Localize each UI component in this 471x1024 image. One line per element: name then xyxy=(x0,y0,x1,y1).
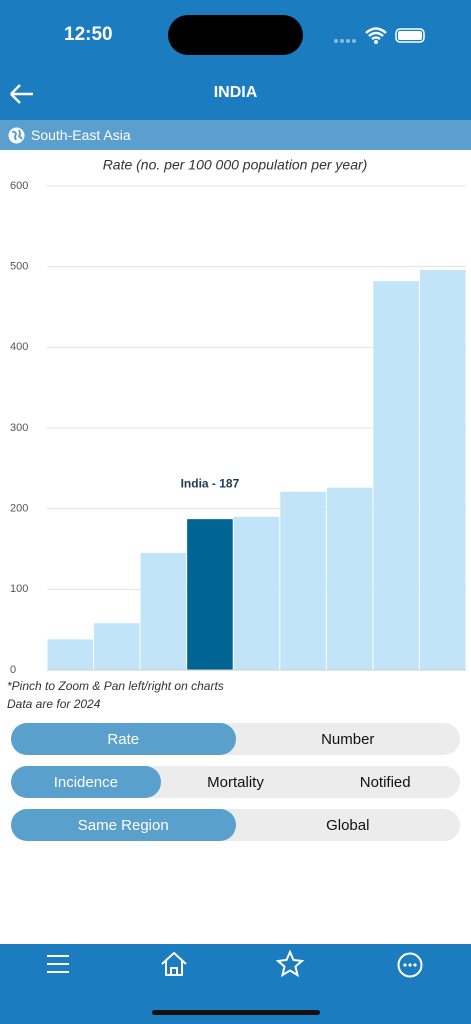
segment-option[interactable]: Mortality xyxy=(207,773,264,791)
more-icon[interactable] xyxy=(397,952,423,978)
y-tick-label: 300 xyxy=(10,422,28,434)
status-time: 12:50 xyxy=(64,24,113,45)
nav-icons xyxy=(47,949,423,978)
bar xyxy=(373,281,419,670)
bar xyxy=(280,491,326,670)
bar xyxy=(140,553,187,670)
bar xyxy=(326,487,373,670)
segment-option[interactable]: Incidence xyxy=(11,766,161,798)
segment-option[interactable]: Rate xyxy=(11,723,236,755)
dynamic-island xyxy=(168,15,303,55)
y-tick-label: 500 xyxy=(10,261,28,273)
segment-option[interactable]: Same Region xyxy=(11,809,236,841)
screen-title: INDIA xyxy=(213,84,258,101)
globe-icon xyxy=(8,127,25,144)
bar xyxy=(47,639,94,670)
bar xyxy=(419,269,466,670)
bar xyxy=(187,519,233,670)
chart-title: Rate (no. per 100 000 population per yea… xyxy=(103,157,368,173)
y-tick-label: 600 xyxy=(10,180,28,192)
chart: Rate (no. per 100 000 population per yea… xyxy=(10,157,466,676)
segmented-control: Same Region Global xyxy=(11,809,460,841)
bar xyxy=(233,516,280,670)
home-icon[interactable] xyxy=(161,951,187,976)
segment-option[interactable]: Number xyxy=(321,730,375,748)
status-icons xyxy=(334,27,425,44)
back-button[interactable] xyxy=(8,82,36,106)
bar-annotation: India - 187 xyxy=(181,476,240,490)
segment-option[interactable]: Global xyxy=(326,816,370,834)
region-label: South-East Asia xyxy=(31,127,131,143)
segmented-control: Incidence Mortality Notified xyxy=(11,766,460,798)
y-tick-label: 0 xyxy=(10,664,16,676)
note: *Pinch to Zoom & Pan left/right on chart… xyxy=(7,679,224,693)
home-indicator xyxy=(152,1010,320,1015)
y-tick-label: 200 xyxy=(10,503,28,515)
y-tick-label: 100 xyxy=(10,583,28,595)
segment-option[interactable]: Notified xyxy=(359,773,411,791)
y-tick-label: 400 xyxy=(10,341,28,353)
note: Data are for 2024 xyxy=(7,697,101,711)
segmented-control: Rate Number xyxy=(11,723,460,755)
bar xyxy=(94,623,140,670)
menu-icon[interactable] xyxy=(47,955,69,973)
favorites-icon[interactable] xyxy=(275,949,305,978)
region-bar xyxy=(0,120,471,150)
